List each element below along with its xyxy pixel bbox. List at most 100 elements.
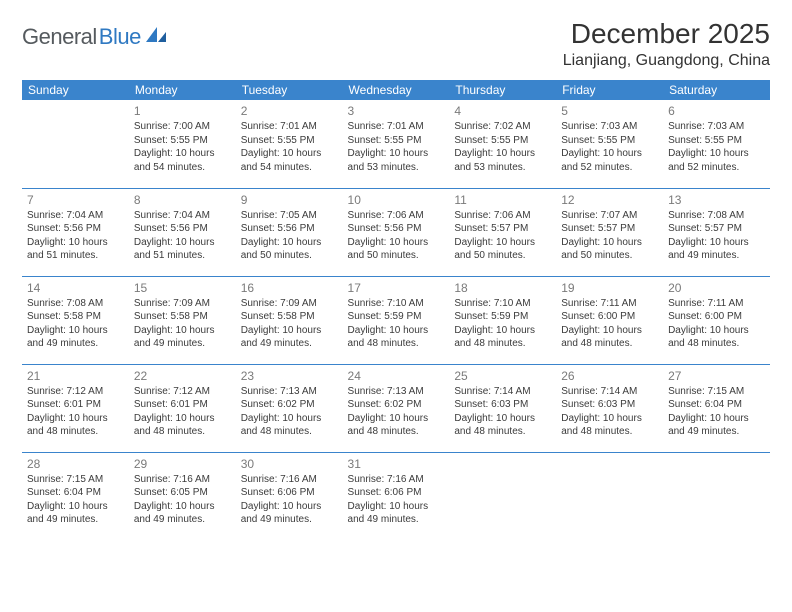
day-number: 13 — [668, 192, 765, 208]
calendar-cell: 3Sunrise: 7:01 AMSunset: 5:55 PMDaylight… — [343, 100, 450, 188]
daylight-line1: Daylight: 10 hours — [134, 500, 231, 514]
sunrise-text: Sunrise: 7:13 AM — [348, 385, 445, 399]
daylight-line2: and 50 minutes. — [348, 249, 445, 263]
sunset-text: Sunset: 5:59 PM — [348, 310, 445, 324]
sunset-text: Sunset: 5:55 PM — [454, 134, 551, 148]
daylight-line1: Daylight: 10 hours — [241, 412, 338, 426]
calendar-cell — [556, 452, 663, 540]
daylight-line1: Daylight: 10 hours — [668, 147, 765, 161]
daylight-line1: Daylight: 10 hours — [27, 412, 124, 426]
daylight-line1: Daylight: 10 hours — [348, 236, 445, 250]
daylight-line1: Daylight: 10 hours — [454, 324, 551, 338]
daylight-line2: and 49 minutes. — [668, 249, 765, 263]
calendar-cell: 17Sunrise: 7:10 AMSunset: 5:59 PMDayligh… — [343, 276, 450, 364]
day-number: 10 — [348, 192, 445, 208]
sunset-text: Sunset: 5:57 PM — [454, 222, 551, 236]
calendar-cell: 16Sunrise: 7:09 AMSunset: 5:58 PMDayligh… — [236, 276, 343, 364]
page-root: GeneralBlue December 2025 Lianjiang, Gua… — [0, 0, 792, 558]
sunset-text: Sunset: 5:55 PM — [561, 134, 658, 148]
sunrise-text: Sunrise: 7:16 AM — [241, 473, 338, 487]
day-number: 2 — [241, 103, 338, 119]
sunrise-text: Sunrise: 7:12 AM — [134, 385, 231, 399]
calendar-cell: 10Sunrise: 7:06 AMSunset: 5:56 PMDayligh… — [343, 188, 450, 276]
sunset-text: Sunset: 5:58 PM — [241, 310, 338, 324]
daylight-line1: Daylight: 10 hours — [561, 412, 658, 426]
sunset-text: Sunset: 5:56 PM — [27, 222, 124, 236]
calendar-cell: 15Sunrise: 7:09 AMSunset: 5:58 PMDayligh… — [129, 276, 236, 364]
calendar-row: 21Sunrise: 7:12 AMSunset: 6:01 PMDayligh… — [22, 364, 770, 452]
daylight-line1: Daylight: 10 hours — [134, 236, 231, 250]
sunset-text: Sunset: 6:00 PM — [668, 310, 765, 324]
day-number: 29 — [134, 456, 231, 472]
sunrise-text: Sunrise: 7:13 AM — [241, 385, 338, 399]
daylight-line2: and 49 minutes. — [27, 513, 124, 527]
daylight-line1: Daylight: 10 hours — [241, 500, 338, 514]
day-number: 17 — [348, 280, 445, 296]
daylight-line1: Daylight: 10 hours — [241, 324, 338, 338]
calendar-cell: 7Sunrise: 7:04 AMSunset: 5:56 PMDaylight… — [22, 188, 129, 276]
day-number: 31 — [348, 456, 445, 472]
calendar-cell: 12Sunrise: 7:07 AMSunset: 5:57 PMDayligh… — [556, 188, 663, 276]
calendar-cell: 31Sunrise: 7:16 AMSunset: 6:06 PMDayligh… — [343, 452, 450, 540]
sunrise-text: Sunrise: 7:08 AM — [27, 297, 124, 311]
location-text: Lianjiang, Guangdong, China — [563, 52, 770, 70]
daylight-line1: Daylight: 10 hours — [561, 236, 658, 250]
sunrise-text: Sunrise: 7:06 AM — [348, 209, 445, 223]
sunrise-text: Sunrise: 7:10 AM — [454, 297, 551, 311]
sunrise-text: Sunrise: 7:02 AM — [454, 120, 551, 134]
calendar-row: 14Sunrise: 7:08 AMSunset: 5:58 PMDayligh… — [22, 276, 770, 364]
daylight-line1: Daylight: 10 hours — [134, 324, 231, 338]
sunrise-text: Sunrise: 7:09 AM — [134, 297, 231, 311]
calendar-cell: 14Sunrise: 7:08 AMSunset: 5:58 PMDayligh… — [22, 276, 129, 364]
daylight-line2: and 50 minutes. — [241, 249, 338, 263]
sunset-text: Sunset: 5:59 PM — [454, 310, 551, 324]
sunrise-text: Sunrise: 7:06 AM — [454, 209, 551, 223]
sunrise-text: Sunrise: 7:03 AM — [668, 120, 765, 134]
sunset-text: Sunset: 6:02 PM — [348, 398, 445, 412]
sunset-text: Sunset: 5:57 PM — [561, 222, 658, 236]
sunrise-text: Sunrise: 7:04 AM — [27, 209, 124, 223]
calendar-table: Sunday Monday Tuesday Wednesday Thursday… — [22, 80, 770, 540]
sunset-text: Sunset: 5:57 PM — [668, 222, 765, 236]
daylight-line2: and 48 minutes. — [668, 337, 765, 351]
calendar-body: 1Sunrise: 7:00 AMSunset: 5:55 PMDaylight… — [22, 100, 770, 540]
daylight-line1: Daylight: 10 hours — [454, 412, 551, 426]
sunset-text: Sunset: 6:01 PM — [134, 398, 231, 412]
daylight-line2: and 54 minutes. — [134, 161, 231, 175]
col-monday: Monday — [129, 80, 236, 100]
sunset-text: Sunset: 5:58 PM — [27, 310, 124, 324]
day-number: 19 — [561, 280, 658, 296]
daylight-line1: Daylight: 10 hours — [27, 500, 124, 514]
sunset-text: Sunset: 6:04 PM — [668, 398, 765, 412]
daylight-line1: Daylight: 10 hours — [561, 324, 658, 338]
col-thursday: Thursday — [449, 80, 556, 100]
day-number: 8 — [134, 192, 231, 208]
sunrise-text: Sunrise: 7:00 AM — [134, 120, 231, 134]
day-number: 26 — [561, 368, 658, 384]
calendar-cell: 20Sunrise: 7:11 AMSunset: 6:00 PMDayligh… — [663, 276, 770, 364]
sunset-text: Sunset: 5:55 PM — [241, 134, 338, 148]
day-number: 11 — [454, 192, 551, 208]
calendar-cell: 23Sunrise: 7:13 AMSunset: 6:02 PMDayligh… — [236, 364, 343, 452]
daylight-line2: and 54 minutes. — [241, 161, 338, 175]
daylight-line2: and 49 minutes. — [27, 337, 124, 351]
title-block: December 2025 Lianjiang, Guangdong, Chin… — [563, 18, 770, 70]
sunset-text: Sunset: 5:56 PM — [348, 222, 445, 236]
sunset-text: Sunset: 6:06 PM — [241, 486, 338, 500]
sunset-text: Sunset: 6:03 PM — [561, 398, 658, 412]
day-number: 5 — [561, 103, 658, 119]
col-tuesday: Tuesday — [236, 80, 343, 100]
daylight-line2: and 49 minutes. — [134, 513, 231, 527]
calendar-cell: 1Sunrise: 7:00 AMSunset: 5:55 PMDaylight… — [129, 100, 236, 188]
calendar-cell: 22Sunrise: 7:12 AMSunset: 6:01 PMDayligh… — [129, 364, 236, 452]
calendar-row: 28Sunrise: 7:15 AMSunset: 6:04 PMDayligh… — [22, 452, 770, 540]
sunset-text: Sunset: 6:03 PM — [454, 398, 551, 412]
daylight-line1: Daylight: 10 hours — [134, 412, 231, 426]
sunrise-text: Sunrise: 7:11 AM — [561, 297, 658, 311]
day-number: 24 — [348, 368, 445, 384]
sunrise-text: Sunrise: 7:01 AM — [241, 120, 338, 134]
calendar-cell: 27Sunrise: 7:15 AMSunset: 6:04 PMDayligh… — [663, 364, 770, 452]
sail-icon — [145, 26, 167, 49]
daylight-line1: Daylight: 10 hours — [561, 147, 658, 161]
day-number: 20 — [668, 280, 765, 296]
